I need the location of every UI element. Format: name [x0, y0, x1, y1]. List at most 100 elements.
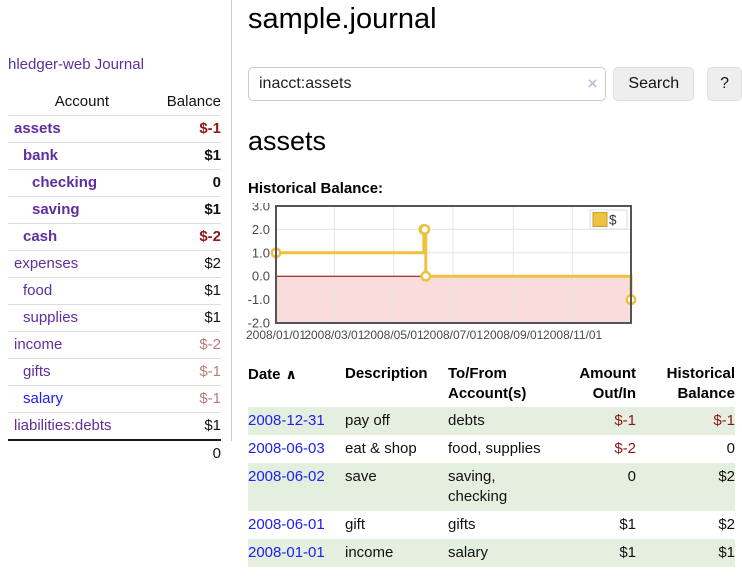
- account-row: checking 0: [8, 169, 221, 197]
- account-table: Account Balance assets $-1 bank $1 checking 0…: [8, 89, 221, 467]
- x-axis-tick-label: 2008/03/01: [304, 328, 364, 342]
- y-axis-tick-label: 3.0: [252, 203, 270, 214]
- account-heading: assets: [248, 126, 327, 156]
- chart-title: Historical Balance:: [248, 180, 384, 197]
- balance-column-header: Balance: [147, 89, 221, 116]
- register-balance: 0: [726, 440, 735, 457]
- y-axis-tick-label: -1.0: [248, 292, 270, 307]
- account-balance: $2: [147, 250, 221, 278]
- account-row: gifts $-1: [8, 358, 221, 386]
- account-link[interactable]: checking: [32, 174, 98, 191]
- account-balance: $1: [147, 277, 221, 305]
- y-axis-tick-label: 1.0: [252, 245, 270, 260]
- register-amount: $-2: [614, 440, 636, 457]
- account-total-row: 0: [8, 439, 221, 467]
- register-date-link[interactable]: 2008-01-01: [248, 544, 325, 561]
- register-accounts: gifts: [448, 516, 476, 533]
- register-description: save: [345, 468, 377, 485]
- register-header-date[interactable]: Date ∧: [248, 366, 297, 383]
- register-accounts: salary: [448, 544, 489, 561]
- account-balance: $1: [147, 196, 221, 224]
- historical-balance-chart: $3.0 2.0 1.0 0.0 -1.0 -2.02008/01/012008/03/0…: [246, 203, 637, 342]
- account-row: saving $1: [8, 196, 221, 224]
- sidebar-item-journal[interactable]: Journal: [94, 56, 144, 73]
- register-description: income: [345, 544, 394, 561]
- account-link[interactable]: food: [23, 282, 53, 299]
- register-date-link[interactable]: 2008-06-01: [248, 516, 325, 533]
- account-link[interactable]: expenses: [14, 255, 79, 272]
- account-balance: 0: [147, 169, 221, 197]
- account-link[interactable]: cash: [23, 228, 58, 245]
- account-link[interactable]: bank: [23, 147, 59, 164]
- account-balance: $1: [147, 412, 221, 441]
- main-content: sample.journal × Search ? assets Histori…: [246, 0, 742, 567]
- account-row: assets $-1: [8, 115, 221, 143]
- register-row: 2008-06-03 eat & shop food, supplies $-2 0: [248, 435, 735, 463]
- account-row: income $-2: [8, 331, 221, 359]
- account-link[interactable]: salary: [23, 390, 64, 407]
- account-row: expenses $2: [8, 250, 221, 278]
- register-amount: $1: [619, 544, 636, 561]
- account-row: liabilities:debts $1: [8, 412, 221, 441]
- page-title: sample.journal: [248, 3, 437, 35]
- y-axis-tick-label: 2.0: [252, 222, 270, 237]
- account-balance: $-2: [147, 331, 221, 359]
- account-balance: $-1: [147, 115, 221, 143]
- register-row: 2008-06-01 gift gifts $1 $2: [248, 511, 735, 539]
- register-accounts: saving, checking: [448, 468, 508, 505]
- account-row: food $1: [8, 277, 221, 305]
- account-link[interactable]: saving: [32, 201, 80, 218]
- register-row: 2008-01-01 income salary $1 $1: [248, 539, 735, 567]
- register-date-link[interactable]: 2008-12-31: [248, 412, 325, 429]
- search-button[interactable]: Search: [613, 67, 695, 101]
- register-header-description: Description: [345, 365, 428, 382]
- account-balance: $-1: [147, 358, 221, 386]
- register-description: gift: [345, 516, 366, 533]
- legend-label: $: [609, 213, 617, 228]
- register-table-body: 2008-12-31 pay off debts $-1 $-1 2008-06-03 ea…: [248, 407, 735, 567]
- register-description: pay off: [345, 412, 390, 429]
- register-amount: 0: [627, 468, 636, 485]
- account-total-value: 0: [147, 439, 221, 467]
- account-link[interactable]: gifts: [23, 363, 51, 380]
- x-axis-tick-label: 2008/05/01: [364, 328, 424, 342]
- register-amount: $-1: [614, 412, 636, 429]
- register-header-accounts: To/From Account(s): [448, 365, 527, 402]
- register-row: 2008-12-31 pay off debts $-1 $-1: [248, 407, 735, 435]
- register-date-link[interactable]: 2008-06-03: [248, 440, 325, 457]
- account-balance: $1: [147, 142, 221, 170]
- data-point-marker: [420, 270, 432, 282]
- sidebar: hledger-web Journal Account Balance asse…: [0, 0, 232, 467]
- help-button[interactable]: ?: [707, 67, 742, 101]
- account-balance: $1: [147, 304, 221, 332]
- plot-border: [275, 205, 632, 324]
- account-link[interactable]: assets: [14, 120, 61, 137]
- data-point-marker: [419, 223, 431, 235]
- sort-ascending-icon: ∧: [285, 366, 297, 382]
- register-date-link[interactable]: 2008-06-02: [248, 468, 325, 485]
- account-row: supplies $1: [8, 304, 221, 332]
- register-table: Date ∧ Description To/From Account(s) Amo…: [248, 361, 735, 567]
- register-row: 2008-06-02 save saving, checking 0 $2: [248, 463, 735, 511]
- account-link[interactable]: liabilities:debts: [14, 417, 112, 434]
- x-axis-tick-label: 2008/01/01: [246, 328, 306, 342]
- register-balance: $1: [718, 544, 735, 561]
- x-axis-tick-label: 2008/09/01: [483, 328, 543, 342]
- account-table-body: assets $-1 bank $1 checking 0 saving $1 cash $-2 e…: [8, 115, 221, 441]
- search-form: × Search ?: [248, 67, 742, 101]
- register-accounts: debts: [448, 412, 485, 429]
- account-row: cash $-2: [8, 223, 221, 251]
- register-description: eat & shop: [345, 440, 417, 457]
- x-axis-tick-label: 2008/11/01: [543, 328, 602, 342]
- account-row: bank $1: [8, 142, 221, 170]
- register-balance: $-1: [713, 412, 735, 429]
- register-accounts: food, supplies: [448, 440, 541, 457]
- clear-search-icon[interactable]: ×: [587, 74, 598, 93]
- register-header-amount: Amount Out/In: [579, 365, 636, 402]
- brand-link[interactable]: hledger-web: [8, 56, 91, 73]
- search-input[interactable]: [248, 67, 607, 101]
- y-axis-tick-label: -2.0: [248, 316, 270, 331]
- account-link[interactable]: income: [14, 336, 63, 353]
- register-amount: $1: [619, 516, 636, 533]
- account-link[interactable]: supplies: [23, 309, 79, 326]
